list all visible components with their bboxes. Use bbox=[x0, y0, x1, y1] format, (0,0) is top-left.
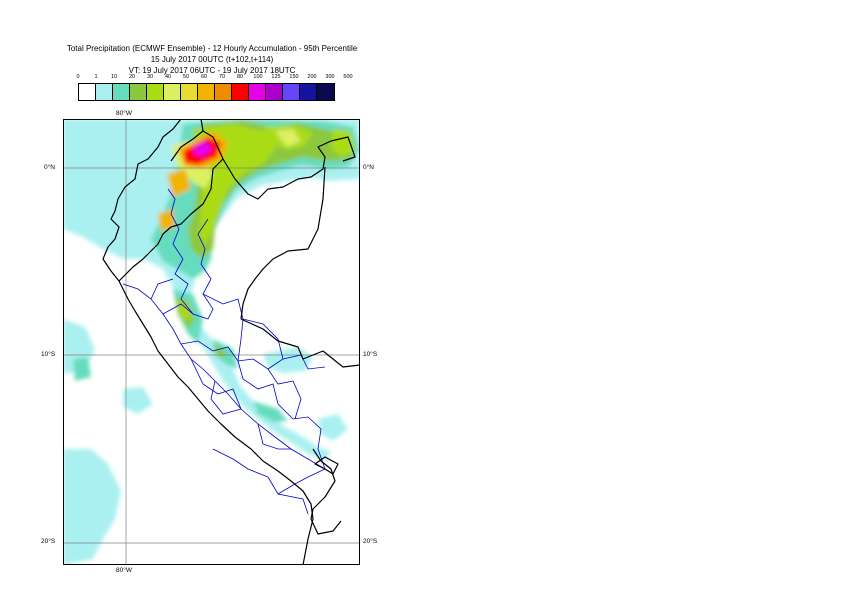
map-title: Total Precipitation (ECMWF Ensemble) - 1… bbox=[66, 44, 358, 53]
lat-10-left-label: 10°S bbox=[41, 351, 56, 358]
map-frame bbox=[63, 119, 360, 565]
graticule bbox=[63, 119, 360, 565]
legend-swatch bbox=[96, 84, 113, 100]
lat-10-right-label: 10°S bbox=[363, 351, 378, 358]
legend-label: 300 bbox=[325, 74, 335, 80]
legend-swatch bbox=[181, 84, 198, 100]
legend-label: 60 bbox=[200, 74, 208, 80]
legend-label: 10 bbox=[110, 74, 118, 80]
legend-color-bar bbox=[78, 83, 335, 101]
base-time-line: 15 July 2017 00UTC (t+102,t+114) bbox=[150, 55, 274, 64]
legend-label: 70 bbox=[218, 74, 226, 80]
legend-swatch bbox=[283, 84, 300, 100]
lat-20-right-label: 20°S bbox=[363, 538, 378, 545]
legend-swatch bbox=[147, 84, 164, 100]
legend-label: 50 bbox=[182, 74, 190, 80]
legend-label: 30 bbox=[146, 74, 154, 80]
legend-swatch bbox=[300, 84, 317, 100]
legend-swatch bbox=[198, 84, 215, 100]
legend-label: 80 bbox=[236, 74, 244, 80]
bottom-lon-label: 80°W bbox=[116, 567, 132, 574]
coastline-and-borders bbox=[102, 119, 360, 565]
valid-time-line: VT: 19 July 2017 06UTC - 19 July 2017 18… bbox=[128, 66, 296, 75]
legend-swatch bbox=[113, 84, 130, 100]
lat-0-right-label: 0°N bbox=[363, 164, 374, 171]
legend-swatch bbox=[164, 84, 181, 100]
legend-label: 150 bbox=[289, 74, 299, 80]
department-borders bbox=[122, 188, 326, 515]
legend-swatch bbox=[249, 84, 266, 100]
legend-label: 40 bbox=[164, 74, 172, 80]
lat-20-left-label: 20°S bbox=[41, 538, 56, 545]
legend-swatch bbox=[266, 84, 283, 100]
precipitation-field bbox=[63, 119, 360, 565]
precipitation-map bbox=[63, 119, 360, 565]
legend-swatch bbox=[79, 84, 96, 100]
legend-label: 20 bbox=[128, 74, 136, 80]
legend-swatch bbox=[215, 84, 232, 100]
lat-0-left-label: 0°N bbox=[44, 164, 55, 171]
legend-label: 200 bbox=[307, 74, 317, 80]
legend-label: 100 bbox=[253, 74, 263, 80]
legend-label: 500 bbox=[343, 74, 353, 80]
legend-swatch bbox=[232, 84, 249, 100]
legend-label: 1 bbox=[94, 74, 98, 80]
legend-swatch bbox=[130, 84, 147, 100]
legend-label: 125 bbox=[271, 74, 281, 80]
legend-label: 0 bbox=[76, 74, 80, 80]
top-lon-label: 80°W bbox=[116, 110, 132, 117]
legend-swatch bbox=[317, 84, 334, 100]
